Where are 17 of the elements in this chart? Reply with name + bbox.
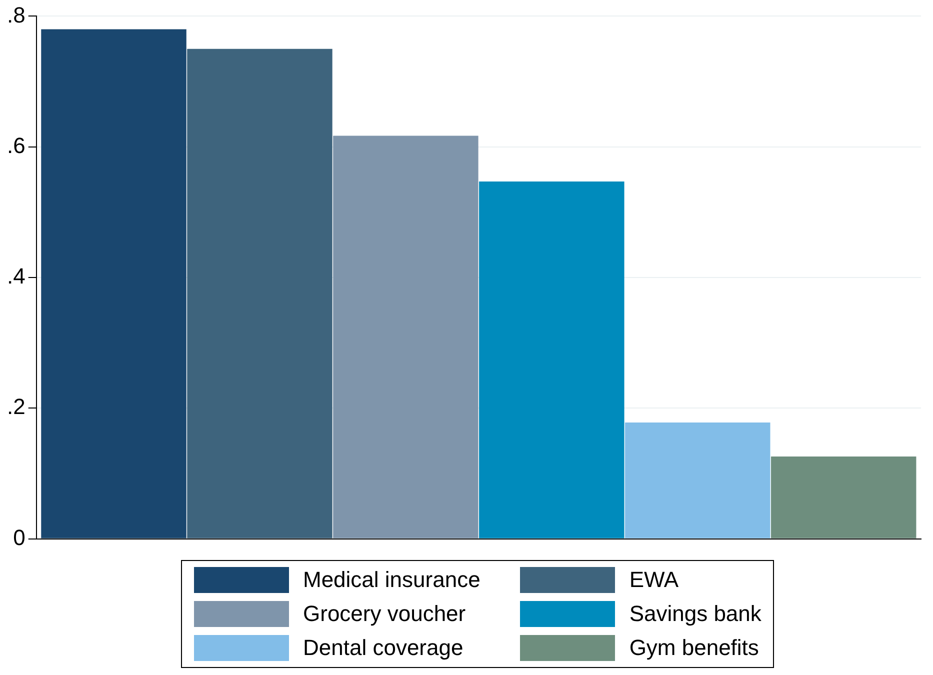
legend-label: Gym benefits bbox=[629, 635, 759, 661]
y-tick-label: 0 bbox=[13, 524, 26, 550]
y-tick-label: .6 bbox=[6, 132, 26, 158]
bar bbox=[187, 48, 332, 538]
bar bbox=[625, 422, 770, 538]
bar bbox=[479, 181, 624, 538]
legend-label: Dental coverage bbox=[303, 635, 464, 661]
y-tick-label: .8 bbox=[6, 2, 26, 28]
legend-label: Medical insurance bbox=[303, 567, 480, 593]
legend-label: Savings bank bbox=[629, 601, 762, 627]
bar bbox=[41, 29, 186, 538]
y-tick-label: .2 bbox=[6, 394, 26, 420]
bar bbox=[770, 456, 916, 538]
legend-label: Grocery voucher bbox=[303, 601, 466, 627]
y-tick-label: .4 bbox=[6, 264, 26, 289]
bar bbox=[333, 136, 478, 538]
legend-label: EWA bbox=[629, 567, 679, 593]
